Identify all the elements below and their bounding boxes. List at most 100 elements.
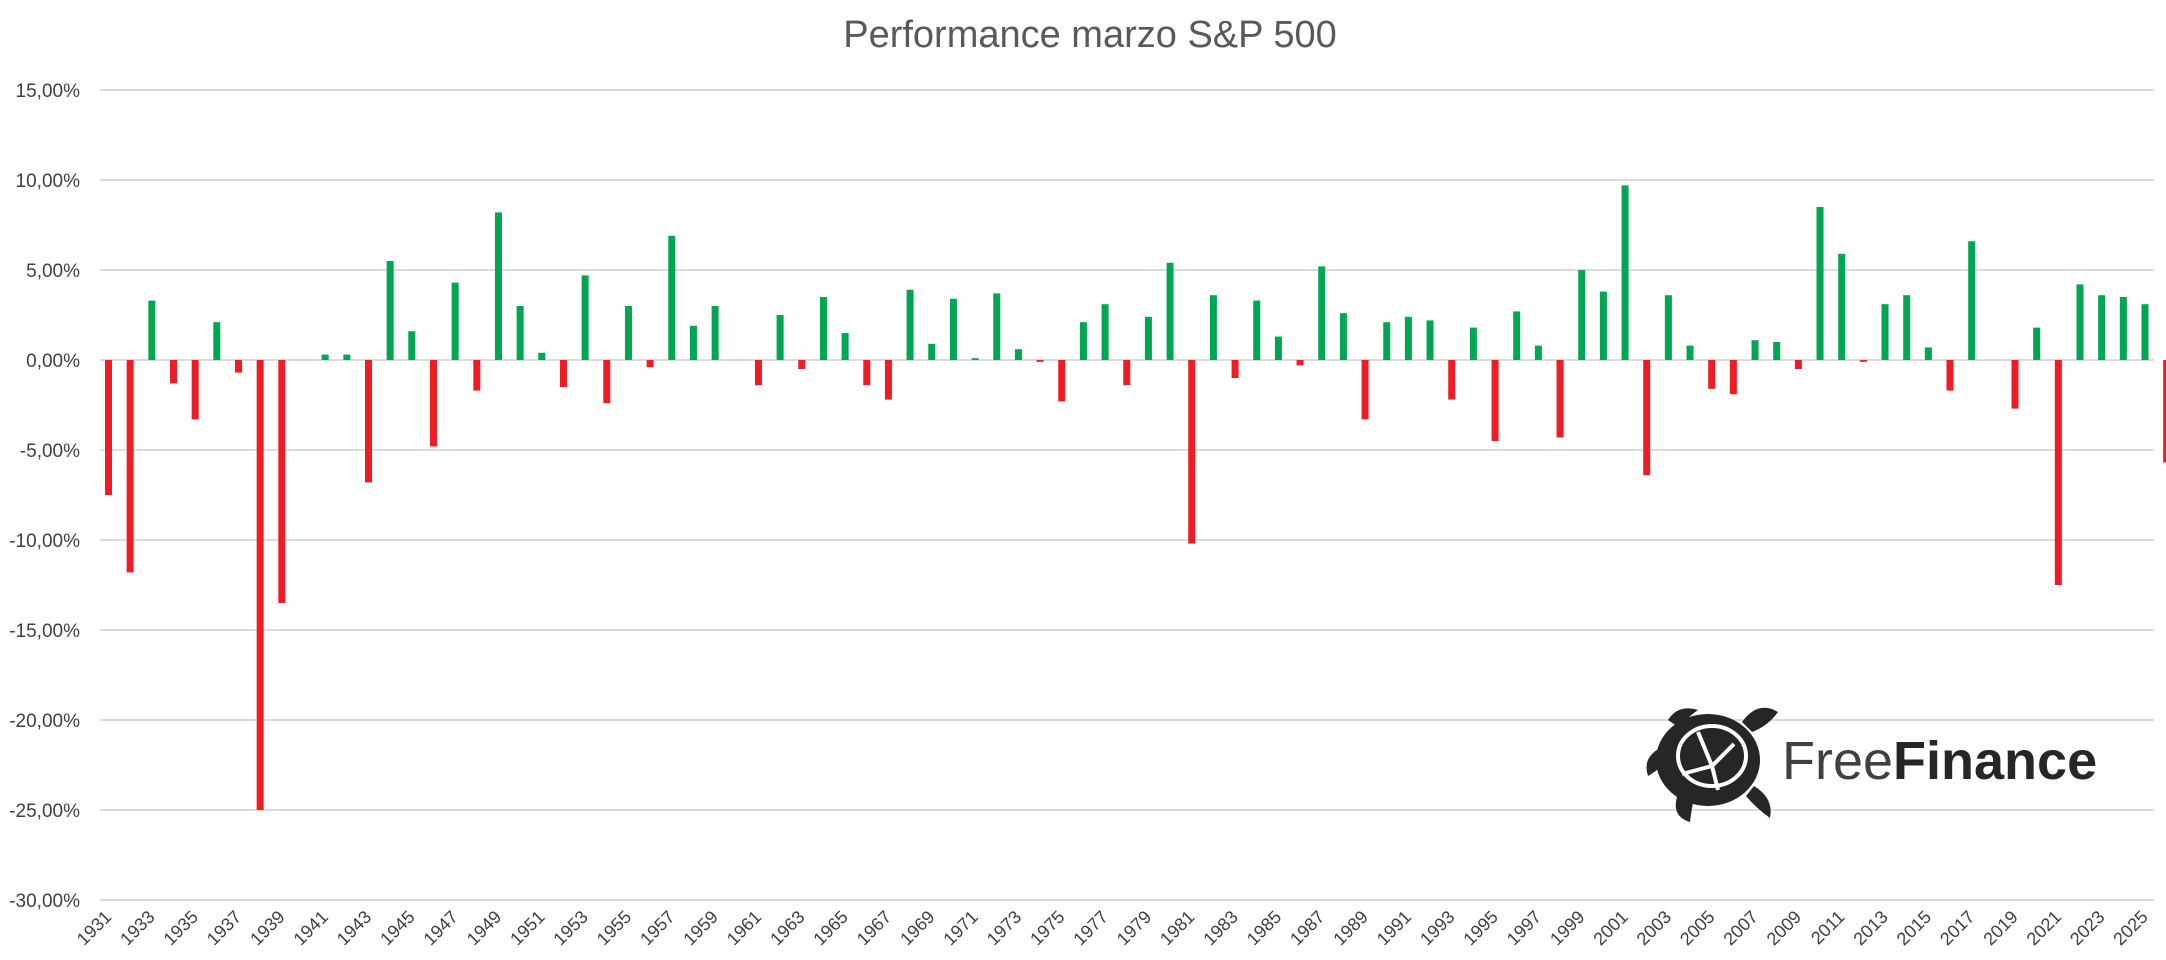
bar-1983 <box>1232 360 1239 378</box>
x-tick-label: 1933 <box>116 907 158 949</box>
x-tick-label: 1939 <box>246 907 288 949</box>
bar-1955 <box>625 306 632 360</box>
bar-2005 <box>1708 360 1715 389</box>
bar-2008 <box>1773 342 1780 360</box>
x-tick-label: 1967 <box>853 907 895 949</box>
bar-1951 <box>538 353 545 360</box>
bar-1953 <box>582 275 589 360</box>
bar-2012 <box>1860 360 1867 362</box>
bar-2016 <box>1947 360 1954 391</box>
y-axis: 15,00%10,00%5,00%0,00%-5,00%-10,00%-15,0… <box>9 81 80 912</box>
bar-1999 <box>1578 270 1585 360</box>
x-tick-label: 1949 <box>463 907 505 949</box>
bar-1944 <box>387 261 394 360</box>
x-tick-label: 1999 <box>1546 907 1588 949</box>
bar-2021 <box>2055 360 2062 585</box>
y-tick-label: -5,00% <box>20 441 80 462</box>
x-tick-label: 1931 <box>73 907 115 949</box>
x-tick-label: 2019 <box>1979 907 2021 949</box>
bar-2003 <box>1665 295 1672 360</box>
bar-1963 <box>798 360 805 369</box>
x-tick-label: 2007 <box>1719 907 1761 949</box>
bar-1969 <box>928 344 935 360</box>
x-tick-label: 1965 <box>809 907 851 949</box>
x-tick-label: 1961 <box>723 907 765 949</box>
bar-1937 <box>235 360 242 373</box>
x-tick-label: 2023 <box>2066 907 2108 949</box>
bar-1964 <box>820 297 827 360</box>
bar-1956 <box>647 360 654 367</box>
bar-1932 <box>127 360 134 572</box>
y-tick-label: 10,00% <box>16 171 81 192</box>
x-tick-label: 2011 <box>1807 907 1849 949</box>
x-tick-label: 2025 <box>2109 907 2151 949</box>
x-tick-label: 2021 <box>2023 907 2065 949</box>
bar-1949 <box>495 212 502 360</box>
chart-title: Performance marzo S&P 500 <box>843 14 1337 56</box>
bar-1970 <box>950 299 957 360</box>
bar-2004 <box>1687 346 1694 360</box>
bar-1959 <box>712 306 719 360</box>
x-tick-label: 1979 <box>1113 907 1155 949</box>
y-tick-label: 5,00% <box>26 261 80 282</box>
bar-2001 <box>1622 185 1629 360</box>
bar-1979 <box>1145 317 1152 360</box>
brand-name: FreeFinance <box>1782 731 2097 791</box>
bar-1973 <box>1015 349 1022 360</box>
bar-1966 <box>863 360 870 385</box>
x-tick-label: 1963 <box>766 907 808 949</box>
bar-1994 <box>1470 328 1477 360</box>
bar-1976 <box>1080 322 1087 360</box>
x-tick-label: 2015 <box>1893 907 1935 949</box>
bar-1992 <box>1427 320 1434 360</box>
bar-2007 <box>1752 340 1759 360</box>
bar-1962 <box>777 315 784 360</box>
bar-1991 <box>1405 317 1412 360</box>
bar-1954 <box>603 360 610 403</box>
x-tick-label: 2003 <box>1633 907 1675 949</box>
bar-1931 <box>105 360 112 495</box>
x-tick-label: 1955 <box>593 907 635 949</box>
x-tick-label: 2009 <box>1763 907 1805 949</box>
bar-2022 <box>2077 284 2084 360</box>
bar-1957 <box>668 236 675 360</box>
bar-1997 <box>1535 346 1542 360</box>
bar-1978 <box>1123 360 1130 385</box>
bar-1975 <box>1058 360 1065 401</box>
bar-2010 <box>1817 207 1824 360</box>
bar-1936 <box>213 322 220 360</box>
y-tick-label: -20,00% <box>9 711 80 732</box>
x-tick-label: 1995 <box>1459 907 1501 949</box>
bars <box>105 185 2166 810</box>
bar-1939 <box>278 360 285 603</box>
bar-1995 <box>1492 360 1499 441</box>
x-tick-label: 2013 <box>1849 907 1891 949</box>
bar-1993 <box>1448 360 1455 400</box>
x-tick-label: 1987 <box>1286 907 1328 949</box>
x-tick-label: 2017 <box>1936 907 1978 949</box>
bar-2023 <box>2098 295 2105 360</box>
logo: FreeFinance <box>1647 708 2098 822</box>
bar-1981 <box>1188 360 1195 544</box>
bar-2002 <box>1643 360 1650 475</box>
bar-2015 <box>1925 347 1932 360</box>
bar-1943 <box>365 360 372 482</box>
bar-2009 <box>1795 360 1802 369</box>
bar-1982 <box>1210 295 1217 360</box>
bar-1971 <box>972 358 979 360</box>
bar-1987 <box>1318 266 1325 360</box>
bar-1972 <box>993 293 1000 360</box>
x-axis: 1931 1933 1935 1937 1939 1941 1943 1945 1947 1949… <box>73 907 2152 949</box>
bar-1998 <box>1557 360 1564 437</box>
bar-1980 <box>1167 263 1174 360</box>
bar-1968 <box>907 290 914 360</box>
x-tick-label: 1981 <box>1156 907 1198 949</box>
bar-1967 <box>885 360 892 400</box>
x-tick-label: 1941 <box>290 907 332 949</box>
x-tick-label: 1937 <box>203 907 245 949</box>
x-tick-label: 1959 <box>679 907 721 949</box>
bar-1996 <box>1513 311 1520 360</box>
x-tick-label: 1973 <box>983 907 1025 949</box>
x-tick-label: 1985 <box>1243 907 1285 949</box>
bar-1958 <box>690 326 697 360</box>
